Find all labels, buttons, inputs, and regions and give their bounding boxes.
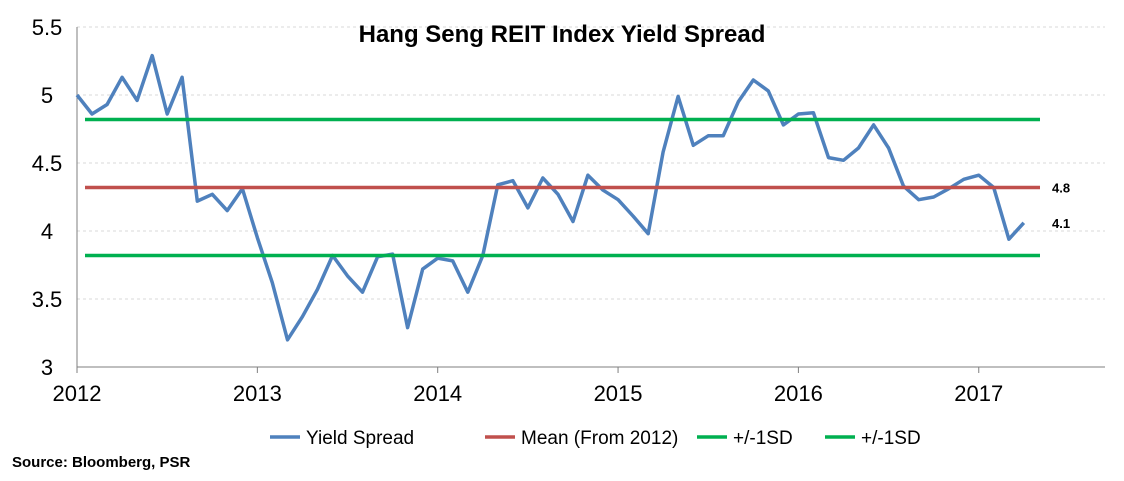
y-tick-label: 3 — [41, 355, 53, 380]
legend-label-1: Mean (From 2012) — [521, 428, 678, 449]
end-labels: 4.8 4.1 — [1052, 180, 1070, 230]
series-line-0 — [75, 53, 1026, 342]
x-tick-label: 2012 — [53, 381, 102, 406]
y-tick-label: 5.5 — [32, 15, 63, 40]
legend: Yield Spread Mean (From 2012) +/-1SD +/-1SD — [270, 428, 921, 449]
legend-label-0: Yield Spread — [306, 428, 414, 449]
end-label-1: 4.1 — [1052, 216, 1070, 231]
x-tick-label: 2015 — [594, 381, 643, 406]
y-tick-label: 5 — [41, 83, 53, 108]
series-lines — [75, 53, 1040, 342]
x-tick-label: 2017 — [954, 381, 1003, 406]
y-tick-label: 3.5 — [32, 287, 63, 312]
legend-label-3: +/-1SD — [861, 428, 921, 449]
x-tick-label: 2013 — [233, 381, 282, 406]
axes — [76, 27, 1105, 373]
end-label-0: 4.8 — [1052, 180, 1070, 195]
y-tick-label: 4 — [41, 219, 53, 244]
x-tick-label: 2014 — [413, 381, 462, 406]
y-tick-label: 4.5 — [32, 151, 63, 176]
source-note: Source: Bloomberg, PSR — [12, 454, 191, 471]
tick-labels: 3 3.5 4 4.5 5 5.5 2012 2013 2014 2015 2016 2017 — [32, 15, 1004, 406]
gridlines — [77, 26, 1105, 300]
x-tick-label: 2016 — [774, 381, 823, 406]
legend-label-2: +/-1SD — [733, 428, 793, 449]
chart-title: Hang Seng REIT Index Yield Spread — [359, 21, 766, 48]
